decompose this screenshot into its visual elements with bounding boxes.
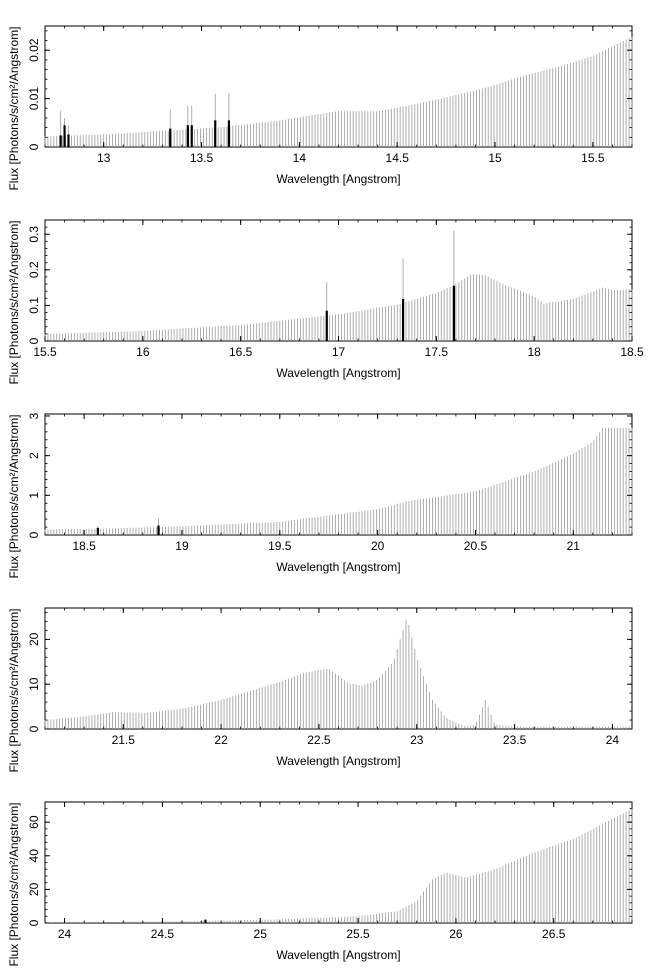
x-tick-label: 19 xyxy=(175,539,189,553)
y-axis-label: Flux [Photons/s/cm²/Angstrom] xyxy=(7,802,21,966)
y-tick-label: 0 xyxy=(27,143,41,150)
x-tick-label: 26 xyxy=(449,927,463,941)
x-tick-label: 20 xyxy=(371,539,385,553)
y-tick-label: 2 xyxy=(27,452,41,459)
x-tick-label: 23 xyxy=(410,733,424,747)
x-tick-label: 26.5 xyxy=(542,927,566,941)
continuum-bins xyxy=(44,808,633,923)
x-tick-label: 19.5 xyxy=(268,539,292,553)
x-tick-label: 14 xyxy=(293,151,307,165)
x-tick-label: 23.5 xyxy=(503,733,527,747)
y-tick-label: 0.1 xyxy=(27,297,41,314)
y-tick-label: 0 xyxy=(27,919,41,926)
y-tick-label: 40 xyxy=(27,849,41,863)
x-tick-label: 13.5 xyxy=(190,151,214,165)
x-tick-label: 21 xyxy=(567,539,581,553)
y-axis-label: Flux [Photons/s/cm²/Angstrom] xyxy=(7,26,21,190)
y-tick-label: 0.3 xyxy=(27,226,41,243)
x-tick-label: 22.5 xyxy=(307,733,331,747)
x-axis-label: Wavelength [Angstrom] xyxy=(276,948,400,962)
panel-5: 24 24.5 25 25.5 26 26.5 0 20 40 60 Wavelength [Ang… xyxy=(7,801,633,967)
panel-1: 13 13.5 14 14.5 15 15.5 0 0.01 0.02 Wavelength [A… xyxy=(7,25,633,191)
x-tick-label: 18.5 xyxy=(72,539,96,553)
x-tick-label: 18 xyxy=(527,345,541,359)
x-tick-label: 15.5 xyxy=(33,345,57,359)
y-tick-label: 0 xyxy=(27,725,41,732)
panel-4: 21.5 22 22.5 23 23.5 24 0 10 20 Wavelength [Angst… xyxy=(7,607,633,773)
y-axis-label: Flux [Photons/s/cm²/Angstrom] xyxy=(7,414,21,578)
y-axis-label: Flux [Photons/s/cm²/Angstrom] xyxy=(7,608,21,772)
y-tick-label: 20 xyxy=(27,882,41,896)
x-axis-label: Wavelength [Angstrom] xyxy=(276,172,400,186)
x-axis-label: Wavelength [Angstrom] xyxy=(276,560,400,574)
x-tick-label: 25.5 xyxy=(346,927,370,941)
x-axis-label: Wavelength [Angstrom] xyxy=(276,754,400,768)
y-tick-label: 0.02 xyxy=(27,38,41,62)
x-tick-label: 16.5 xyxy=(229,345,253,359)
x-tick-label: 15.5 xyxy=(581,151,605,165)
continuum-bins xyxy=(44,427,633,535)
x-tick-label: 17.5 xyxy=(425,345,449,359)
continuum-bins xyxy=(44,274,633,341)
y-tick-label: 0 xyxy=(27,337,41,344)
continuum-bins xyxy=(44,36,633,147)
y-tick-label: 0.2 xyxy=(27,261,41,278)
x-tick-label: 24.5 xyxy=(151,927,175,941)
panel-2: 15.5 16 16.5 17 17.5 18 18.5 0 0.1 0.2 0.3 Waveleng… xyxy=(7,219,644,385)
panel-3: 18.5 19 19.5 20 20.5 21 0 1 2 3 Wavelength [Angstr… xyxy=(7,412,633,579)
x-tick-label: 18.5 xyxy=(620,345,644,359)
x-tick-label: 21.5 xyxy=(112,733,136,747)
x-tick-label: 24 xyxy=(58,927,72,941)
x-tick-label: 15 xyxy=(488,151,502,165)
y-tick-label: 60 xyxy=(27,815,41,829)
y-tick-label: 10 xyxy=(27,677,41,691)
y-tick-label: 0 xyxy=(27,531,41,538)
y-tick-label: 1 xyxy=(27,492,41,499)
y-tick-label: 3 xyxy=(27,412,41,419)
x-tick-label: 22 xyxy=(214,733,228,747)
y-tick-label: 0.01 xyxy=(27,87,41,111)
y-tick-label: 20 xyxy=(27,632,41,646)
x-tick-label: 17 xyxy=(332,345,346,359)
x-axis-label: Wavelength [Angstrom] xyxy=(276,366,400,380)
x-tick-label: 24 xyxy=(606,733,620,747)
y-axis-label: Flux [Photons/s/cm²/Angstrom] xyxy=(7,220,21,384)
x-tick-label: 13 xyxy=(97,151,111,165)
continuum-bins xyxy=(44,620,633,729)
x-tick-label: 16 xyxy=(136,345,150,359)
x-tick-label: 25 xyxy=(254,927,268,941)
x-tick-label: 20.5 xyxy=(464,539,488,553)
x-tick-label: 14.5 xyxy=(386,151,410,165)
